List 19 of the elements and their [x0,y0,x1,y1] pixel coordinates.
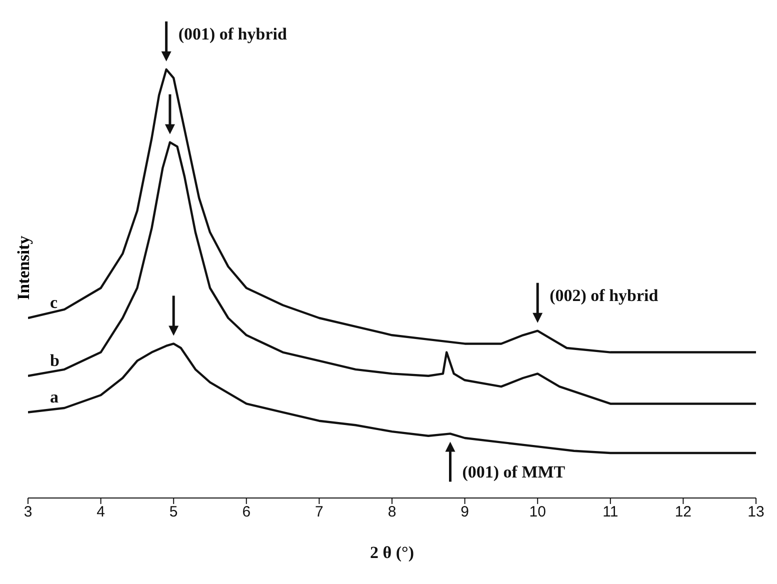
annotation: (002) of hybrid [550,286,659,305]
x-axis-title: 2 θ (°) [370,543,414,562]
x-tick-label: 10 [529,504,546,521]
series-label: b [50,350,60,370]
x-tick-label: 13 [748,504,764,521]
x-tick-label: 5 [169,504,178,521]
x-tick-label: 8 [388,504,396,521]
series-label: a [50,387,59,406]
x-tick-label: 12 [674,504,692,521]
annotation: (001) of MMT [462,462,566,482]
y-axis-title: Intensity [14,236,34,300]
annotation: (001) of hybrid [178,24,288,44]
x-tick-label: 6 [242,504,251,521]
x-tick-label: 3 [24,504,32,521]
x-tick-label: 4 [96,504,105,521]
series-label: c [50,293,58,312]
x-tick-label: 11 [602,504,618,521]
x-tick-label: 7 [315,504,324,521]
x-tick-label: 9 [460,504,469,521]
